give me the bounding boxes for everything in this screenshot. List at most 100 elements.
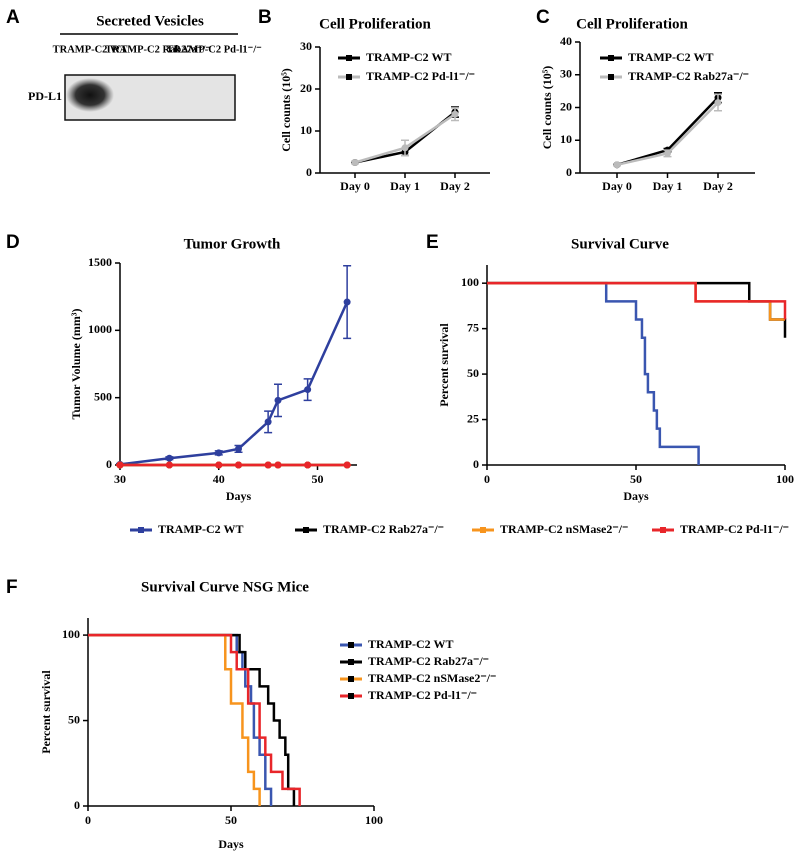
point [215, 461, 223, 469]
y-tick-label: 1500 [88, 255, 112, 269]
point [664, 149, 671, 157]
panel-letter: F [6, 577, 18, 598]
survival-curve [487, 281, 700, 465]
point [264, 418, 272, 426]
y-axis-label: Percent survival [437, 323, 451, 407]
legend-marker [608, 55, 614, 61]
chart-panel: Cell Proliferation 0 10 20 30 40 Day 0 Day 1 Day… [540, 16, 755, 193]
y-tick-label: 50 [467, 366, 479, 380]
point [351, 159, 359, 166]
point [274, 461, 282, 469]
x-tick-label: Day 2 [440, 179, 470, 193]
legend-marker [346, 74, 352, 80]
legend-label: TRAMP-C2 WT [158, 522, 243, 536]
chart-title: Cell Proliferation [319, 16, 431, 32]
legend-marker [660, 527, 666, 533]
x-tick-label: Day 1 [653, 179, 683, 193]
y-axis-label: Percent survival [39, 670, 53, 754]
chart-title: Survival Curve NSG Mice [141, 579, 309, 595]
y-axis-label: Cell counts (10⁵) [279, 68, 293, 152]
point [401, 144, 409, 152]
legend-marker [303, 527, 309, 533]
panel-letter: A [6, 7, 20, 28]
chart-title: Cell Proliferation [576, 16, 688, 32]
blot-column: TRAMP-C2 Pd-l1⁻/⁻ [166, 44, 262, 55]
y-axis-label: Cell counts (10⁵) [540, 66, 554, 150]
x-tick-label: 50 [630, 472, 642, 486]
legend-label: TRAMP-C2 nSMase2⁻/⁻ [500, 522, 628, 536]
survival-curve [88, 633, 296, 806]
point [235, 461, 242, 469]
point [165, 454, 173, 462]
point [343, 298, 351, 306]
x-axis-label: Days [226, 489, 252, 503]
x-tick-label: 100 [365, 813, 383, 827]
point [451, 110, 459, 118]
y-tick-label: 25 [467, 411, 479, 425]
x-tick-label: 40 [213, 472, 225, 486]
x-tick-label: Day 0 [602, 179, 632, 193]
x-tick-label: Day 2 [703, 179, 733, 193]
chart-title: Tumor Growth [184, 236, 281, 252]
x-tick-label: 50 [225, 813, 237, 827]
x-tick-label: 0 [85, 813, 91, 827]
x-axis-label: Days [623, 489, 649, 503]
legend-label: TRAMP-C2 Pd-l1⁻/⁻ [680, 522, 789, 536]
legend-label: TRAMP-C2 Pd-l1⁻/⁻ [368, 688, 477, 702]
x-tick-label: 100 [776, 472, 794, 486]
y-tick-label: 1000 [88, 322, 112, 336]
chart-title: Survival Curve [571, 236, 669, 252]
legend-marker [348, 676, 354, 682]
legend-label: TRAMP-C2 Pd-l1⁻/⁻ [366, 69, 475, 83]
panel-letter: E [426, 232, 439, 253]
y-tick-label: 10 [300, 123, 312, 137]
point [264, 461, 272, 469]
legend-marker [348, 642, 354, 648]
x-axis-label: Days [218, 837, 244, 851]
legend-marker [480, 527, 486, 533]
legend-marker [348, 659, 354, 665]
blot-row: PD-L1 [28, 89, 62, 103]
legend-label: TRAMP-C2 WT [628, 50, 713, 64]
legend-label: TRAMP-C2 Rab27a⁻/⁻ [323, 522, 444, 536]
survival-curve [88, 633, 301, 806]
y-axis-label: Tumor Volume (mm³) [69, 309, 83, 420]
legend-label: TRAMP-C2 Rab27a⁻/⁻ [628, 69, 749, 83]
y-tick-label: 0 [106, 457, 112, 471]
point [304, 386, 312, 394]
legend-marker [608, 74, 614, 80]
survival-curve [88, 633, 261, 806]
legend-label: TRAMP-C2 WT [366, 50, 451, 64]
blot-column: TRAMP-C2 Rab27a⁻/⁻ [105, 44, 211, 55]
point [304, 461, 312, 469]
point [165, 461, 173, 469]
legend-marker [138, 527, 144, 533]
y-tick-label: 0 [566, 165, 572, 179]
blot-band [66, 78, 114, 112]
legend-label: TRAMP-C2 Rab27a⁻/⁻ [368, 654, 489, 668]
y-tick-label: 20 [560, 99, 572, 113]
y-tick-label: 75 [467, 320, 479, 334]
blot-title: Secreted Vesicles [96, 13, 204, 29]
series-line [119, 301, 349, 466]
y-tick-label: 0 [74, 798, 80, 812]
blot-panel: Secreted Vesicles TRAMP-C2 WT TRAMP-C2 R… [28, 13, 262, 121]
x-tick-label: Day 1 [390, 179, 420, 193]
y-tick-label: 50 [68, 712, 80, 726]
point [714, 99, 722, 107]
point [215, 449, 223, 457]
chart-panel: Cell Proliferation 0 10 20 30 Day 0 Day 1 Day 2… [279, 16, 490, 193]
y-tick-label: 0 [473, 457, 479, 471]
blot-column: TRAMP-C2 WT [53, 44, 128, 55]
legend-label: TRAMP-C2 WT [368, 637, 453, 651]
x-tick-label: 0 [484, 472, 490, 486]
x-tick-label: 50 [312, 472, 324, 486]
legend-marker [346, 55, 352, 61]
point [274, 396, 282, 404]
legend-marker [348, 693, 354, 699]
y-tick-label: 30 [300, 39, 312, 53]
y-tick-label: 10 [560, 132, 572, 146]
x-tick-label: Day 0 [340, 179, 370, 193]
point [116, 461, 124, 469]
